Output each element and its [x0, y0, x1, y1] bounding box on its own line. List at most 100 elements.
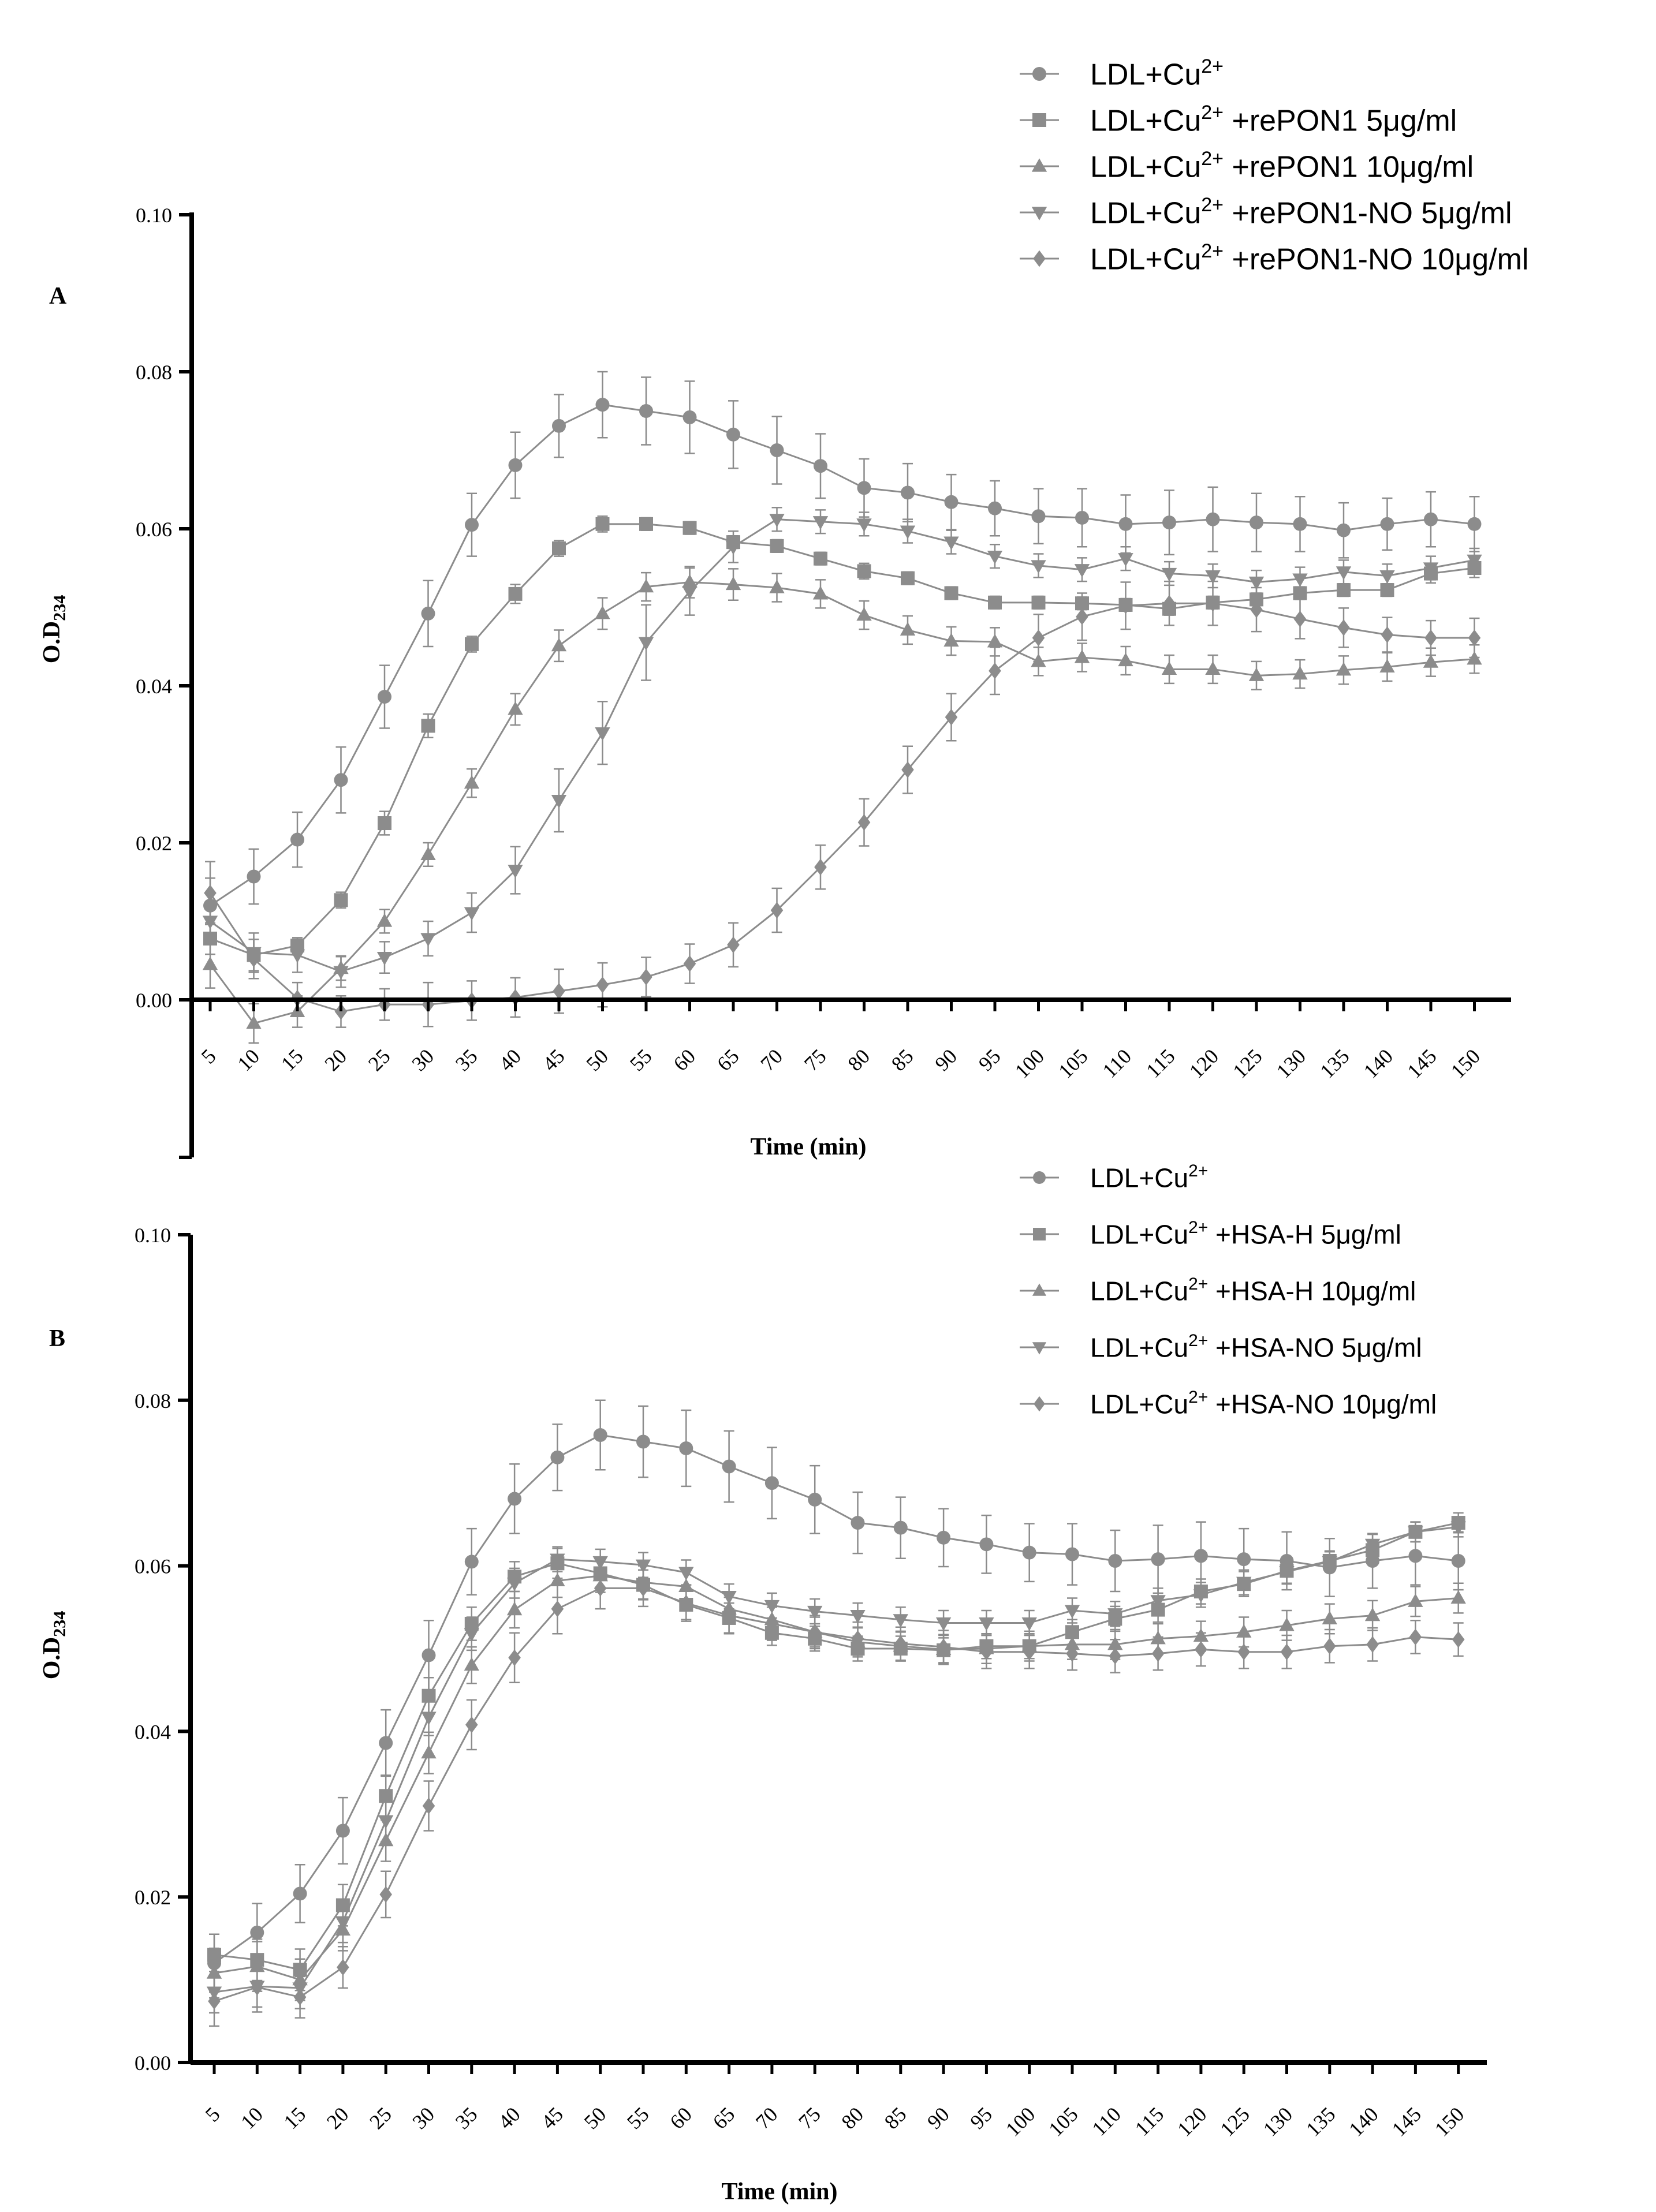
panel-b-series-4-point [1408, 1526, 1423, 1540]
panel-b-series-1-point [1151, 1552, 1165, 1567]
panel-a-xtick-label: 40 [494, 1044, 525, 1075]
panel-a-xtick-label: 75 [800, 1044, 831, 1075]
panel-a-xtick-label: 140 [1359, 1044, 1397, 1082]
panel-b-series-5-point [637, 1579, 650, 1597]
panel-b-ylabel-main: O.D [39, 1637, 65, 1680]
panel-a-xtick-label: 110 [1098, 1044, 1136, 1082]
panel-a-ytick-label: 0.00 [136, 989, 172, 1012]
panel-b-series-5-point [422, 1798, 435, 1814]
panel-a-xtick-label: 65 [713, 1044, 744, 1075]
panel-a-series-5-point [1250, 601, 1263, 618]
panel-a-series-2-point [944, 586, 958, 600]
panel-b-series-1-point [593, 1428, 607, 1443]
panel-a-series-2-point [1031, 595, 1046, 610]
panel-b-legend-item-2-label-sup: 2+ [1188, 1218, 1208, 1237]
panel-a-legend-item-2-label-sup: 2+ [1201, 102, 1224, 124]
panel-a-xtick-label: 145 [1403, 1044, 1441, 1082]
panel-a-series-3-point [1292, 666, 1308, 680]
panel-b-series-5-point [894, 1635, 907, 1652]
panel-b-series-5-point [594, 1579, 607, 1597]
panel-a-series-4-line [210, 518, 1475, 973]
panel-b-legend-item-4-label-sup: 2+ [1188, 1331, 1208, 1350]
panel-a-ylabel-sub: 234 [50, 595, 69, 621]
panel-b-ytick-label: 0.06 [135, 1555, 171, 1578]
panel-a-series-1-point [857, 481, 871, 495]
panel-a-xtick-label: 35 [451, 1044, 482, 1075]
panel-b-series-1-point [508, 1492, 522, 1506]
panel-a-series-4-point [595, 727, 610, 741]
panel-b-series-3-point [1279, 1617, 1295, 1631]
panel-a-series-1-point [770, 443, 784, 457]
panel-a-series-1-point [1162, 515, 1176, 530]
panel-b-series-5-point [851, 1630, 864, 1647]
panel-a-series-5-point [640, 969, 652, 985]
panel-b-series-5-point [1066, 1645, 1079, 1662]
panel-a-series-5-point [683, 955, 696, 972]
panel-a-legend-item-4-label-sup: 2+ [1201, 194, 1224, 216]
panel-b: B O.D234 Time (min) 0.00 0.02 0.04 0.06 0.08… [39, 1161, 1487, 2205]
panel-b-series-3-point [421, 1744, 437, 1759]
panel-a-series-4-point [333, 966, 349, 980]
panel-a-series-1-point [290, 832, 304, 847]
panel-a-xtick-label: 105 [1054, 1044, 1092, 1082]
panel-a-series-3-point [376, 913, 393, 927]
panel-a-series-2-point [639, 517, 653, 531]
panel-b-series-1-point [722, 1459, 736, 1474]
panel-a-series-3-point [1074, 649, 1090, 663]
panel-a-series-3-point [987, 634, 1003, 648]
panel-a-series-1-point [334, 773, 348, 787]
panel-a-series-4-point [508, 865, 523, 879]
panel-b-ytick-label: 0.10 [135, 1224, 171, 1247]
panel-a-legend-item-2-label-base: LDL+Cu [1090, 104, 1201, 138]
panel-a-series-1-point [1467, 517, 1482, 531]
panel-b-series-1-point [1366, 1553, 1380, 1568]
panel-b-xtick-label: 60 [665, 2102, 696, 2133]
panel-a-xtick-label: 15 [277, 1044, 308, 1075]
panel-a-series-4-point [1248, 576, 1265, 591]
panel-b-xtick-label: 75 [794, 2102, 825, 2133]
panel-b-legend-item-4-marker [1032, 1342, 1047, 1355]
panel-a-series-2-point [595, 517, 610, 531]
panel-a-xtick-label: 60 [669, 1044, 700, 1075]
panel-b-label: B [49, 1325, 65, 1352]
panel-a-series-4-point [1336, 566, 1352, 580]
panel-b-series-1-point [808, 1492, 822, 1507]
panel-a-series-3-point [1205, 661, 1221, 675]
panel-a-series-2-line [210, 523, 1475, 956]
panel-b-legend-item-1-label: LDL+Cu2+ [1090, 1161, 1208, 1193]
panel-b-legend-item-3-marker [1032, 1283, 1047, 1296]
panel-b-xtick-label: 55 [622, 2102, 654, 2133]
panel-b-series-1-point [250, 1925, 264, 1940]
panel-a-ytick-label: 0.10 [136, 204, 172, 227]
panel-b-legend-item-3-label-rest: +HSA-H 10μg/ml [1208, 1276, 1416, 1306]
panel-b-series-1-point [1408, 1549, 1423, 1563]
panel-b-series-1-point [679, 1441, 693, 1455]
panel-a-series-4-point [420, 933, 436, 947]
panel-b-series-3-line [214, 1575, 1459, 1981]
panel-b-series-1-point [550, 1450, 565, 1464]
panel-a-legend: LDL+Cu2+LDL+Cu2+ +rePON1 5μg/mlLDL+Cu2+ … [1020, 55, 1528, 276]
panel-a-series-4-point [812, 516, 829, 530]
panel-a-series-1-point [682, 410, 697, 424]
panel-a-series-4-point [1379, 570, 1395, 584]
panel-b-series-3-point [550, 1572, 565, 1587]
panel-b-series-4-point [807, 1605, 823, 1620]
panel-a-series-2-point [465, 637, 479, 651]
panel-a-series-4-point [638, 637, 654, 651]
panel-a-series-5-point [1468, 629, 1481, 647]
panel-b-series-4-point [378, 1815, 394, 1829]
panel-a-legend-item-1-label: LDL+Cu2+ [1090, 55, 1224, 92]
panel-a-legend-item-5-marker [1033, 250, 1046, 267]
panel-b-series-4-point [1107, 1608, 1123, 1622]
panel-b-xtick-label: 15 [279, 2102, 311, 2133]
panel-a-series-4-point [464, 907, 480, 921]
panel-b-xtick-label: 70 [751, 2102, 782, 2133]
panel-a-series-5-point [1163, 595, 1176, 612]
panel-a-series-1-point [595, 398, 610, 412]
panel-a-series-4-point [376, 951, 393, 966]
panel-b-series-4-line [214, 1526, 1459, 1993]
panel-a-xtick-label: 95 [974, 1044, 1005, 1075]
panel-a-xtick-label: 150 [1446, 1044, 1485, 1082]
panel-a-series-3-point [420, 846, 436, 860]
panel-b-ytick-label: 0.00 [135, 2052, 171, 2075]
